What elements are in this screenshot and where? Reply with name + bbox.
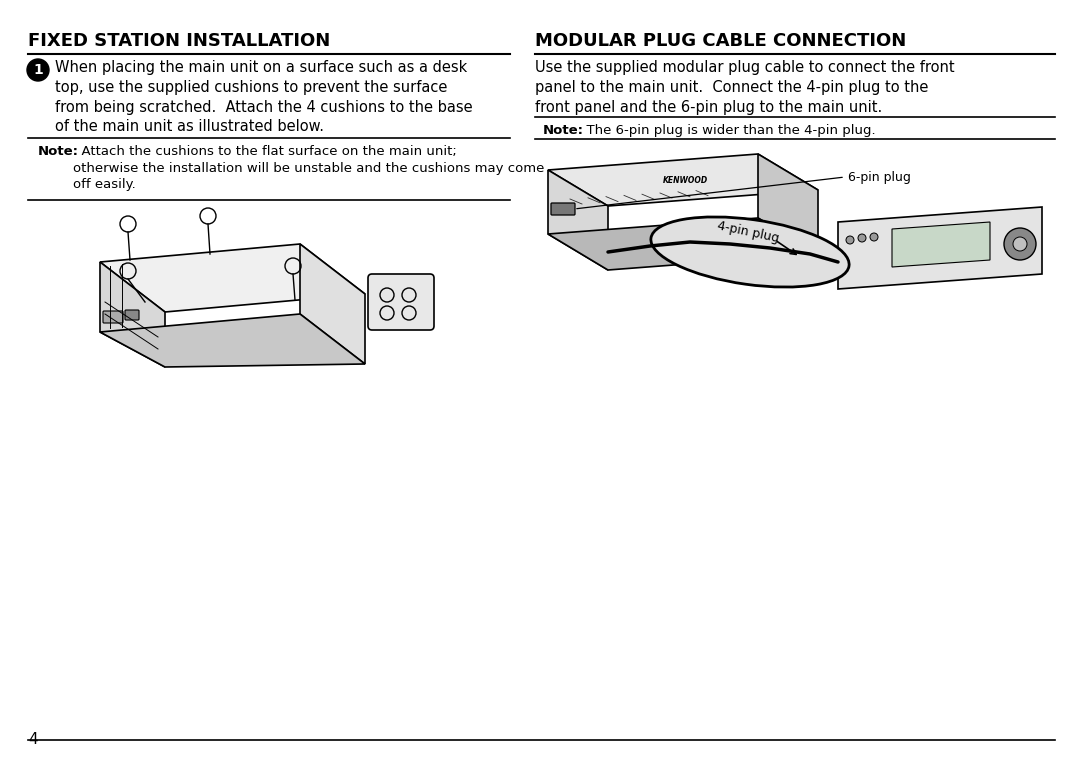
Text: 4-pin plug: 4-pin plug <box>716 219 780 245</box>
Polygon shape <box>100 314 365 367</box>
Polygon shape <box>838 207 1042 289</box>
Text: Attach the cushions to the flat surface on the main unit;
otherwise the installa: Attach the cushions to the flat surface … <box>73 145 544 191</box>
Text: MODULAR PLUG CABLE CONNECTION: MODULAR PLUG CABLE CONNECTION <box>535 32 906 50</box>
Circle shape <box>1004 228 1036 260</box>
FancyBboxPatch shape <box>368 274 434 330</box>
Text: The 6-pin plug is wider than the 4-pin plug.: The 6-pin plug is wider than the 4-pin p… <box>578 124 876 137</box>
Text: FIXED STATION INSTALLATION: FIXED STATION INSTALLATION <box>28 32 330 50</box>
Polygon shape <box>758 154 818 254</box>
Text: When placing the main unit on a surface such as a desk
top, use the supplied cus: When placing the main unit on a surface … <box>55 60 473 134</box>
FancyBboxPatch shape <box>551 203 575 215</box>
Text: 6-pin plug: 6-pin plug <box>848 171 910 184</box>
Polygon shape <box>548 154 818 206</box>
Text: Note:: Note: <box>38 145 79 158</box>
Polygon shape <box>892 222 990 267</box>
Text: 1: 1 <box>33 63 43 77</box>
Circle shape <box>870 233 878 241</box>
Circle shape <box>846 236 854 244</box>
Text: Use the supplied modular plug cable to connect the front
panel to the main unit.: Use the supplied modular plug cable to c… <box>535 60 955 114</box>
Polygon shape <box>548 170 608 270</box>
Circle shape <box>1013 237 1027 251</box>
FancyBboxPatch shape <box>125 310 139 320</box>
Text: 4: 4 <box>28 732 38 747</box>
Ellipse shape <box>651 217 849 287</box>
FancyBboxPatch shape <box>103 311 123 323</box>
Circle shape <box>858 234 866 242</box>
Polygon shape <box>300 244 365 364</box>
Polygon shape <box>100 262 165 367</box>
Text: KENWOOD: KENWOOD <box>662 175 707 184</box>
Polygon shape <box>548 218 818 270</box>
Polygon shape <box>100 244 365 312</box>
Text: Note:: Note: <box>543 124 584 137</box>
Circle shape <box>27 59 49 81</box>
